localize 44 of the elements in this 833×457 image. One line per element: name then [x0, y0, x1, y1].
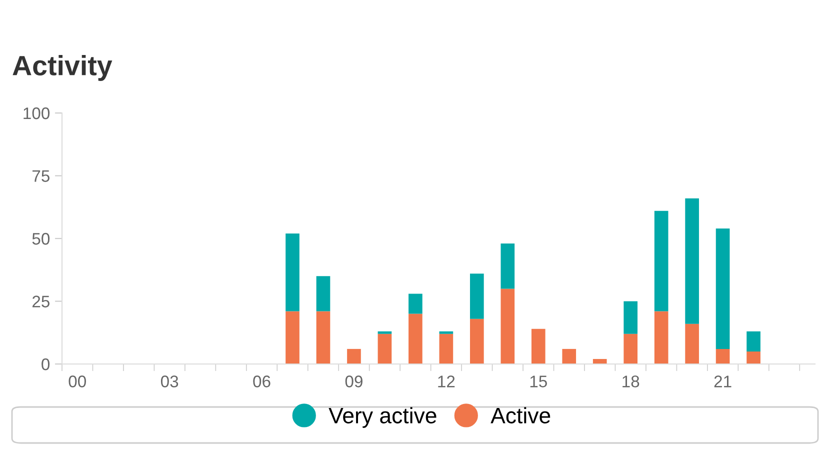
- x-tick-label: 09: [345, 376, 362, 388]
- bar: [378, 334, 392, 364]
- bar: [470, 274, 484, 319]
- bar: [408, 294, 422, 314]
- chart-title: Activity: [12, 55, 112, 81]
- bar: [347, 348, 361, 364]
- x-tick-label: 15: [530, 376, 547, 388]
- y-tick-label: 100: [24, 107, 50, 120]
- x-tick-label: 06: [253, 376, 270, 388]
- bar: [654, 210, 668, 312]
- x-tick-label: 18: [622, 376, 640, 388]
- bar: [592, 358, 607, 364]
- y-tick-label: 50: [32, 232, 50, 245]
- bar: [408, 314, 422, 364]
- bar: [654, 311, 668, 364]
- legend-label: Active: [490, 407, 550, 424]
- bar: [716, 348, 730, 364]
- bar: [716, 228, 730, 349]
- bar: [531, 328, 546, 364]
- bar: [286, 233, 300, 312]
- bar: [746, 331, 760, 352]
- bar: [685, 198, 699, 324]
- bar: [685, 324, 699, 364]
- y-tick-label: 0: [42, 358, 50, 370]
- bar: [439, 334, 454, 364]
- bar: [439, 331, 454, 334]
- y-tick-label: 25: [32, 296, 50, 308]
- bar: [316, 311, 330, 364]
- y-tick-label: 75: [32, 170, 50, 182]
- bar: [316, 276, 330, 312]
- x-tick-label: 03: [160, 376, 178, 388]
- bar: [378, 331, 392, 334]
- legend-label: Very active: [328, 407, 436, 428]
- bar: [746, 351, 760, 364]
- bar: [562, 348, 576, 364]
- bar: [500, 288, 515, 364]
- x-tick-label: 12: [438, 376, 455, 388]
- x-tick-label: 00: [68, 376, 86, 388]
- bar: [624, 301, 638, 334]
- bar: [624, 334, 638, 364]
- x-tick-label: 21: [714, 376, 732, 388]
- bar: [470, 318, 484, 364]
- bar: [286, 311, 300, 364]
- bar: [500, 244, 515, 289]
